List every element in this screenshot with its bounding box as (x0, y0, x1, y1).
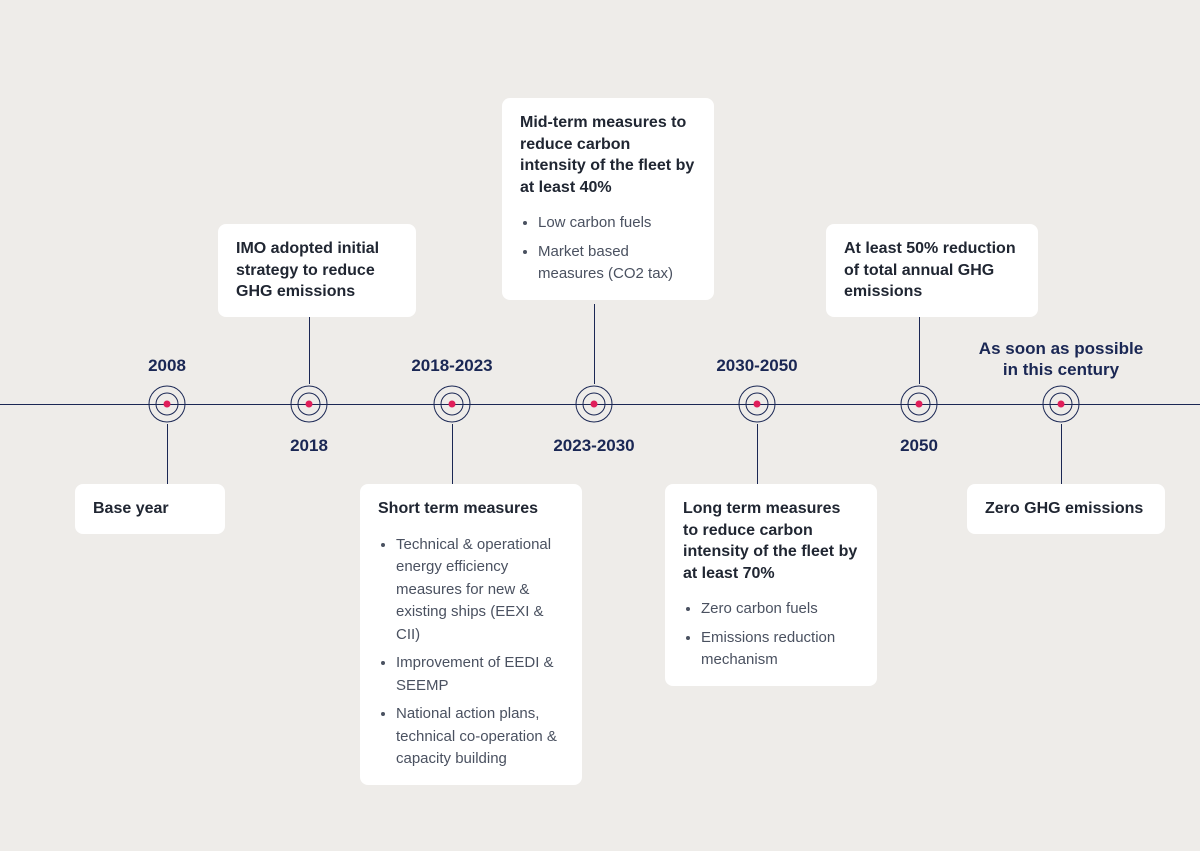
timeline-marker (432, 384, 472, 424)
year-label: 2030-2050 (716, 356, 797, 376)
card-title: Zero GHG emissions (985, 498, 1147, 520)
card-title: Mid-term measures to reduce carbon inten… (520, 112, 696, 198)
card-long-term: Long term measures to reduce carbon inte… (665, 484, 877, 686)
connector-line (452, 424, 453, 484)
year-label: 2018 (290, 436, 328, 456)
year-label: 2008 (148, 356, 186, 376)
list-item: Emissions reduction mechanism (701, 627, 859, 672)
timeline-marker (899, 384, 939, 424)
timeline-marker (1041, 384, 1081, 424)
year-label: As soon as possible in this century (979, 338, 1143, 381)
year-label-line: As soon as possible (979, 338, 1143, 359)
year-label-line: in this century (979, 359, 1143, 380)
year-label: 2050 (900, 436, 938, 456)
list-item: Low carbon fuels (538, 212, 696, 235)
list-item: Improvement of EEDI & SEEMP (396, 652, 564, 697)
list-item: Zero carbon fuels (701, 598, 859, 621)
card-title: Base year (93, 498, 207, 520)
card-zero-emissions: Zero GHG emissions (967, 484, 1165, 534)
timeline-marker (289, 384, 329, 424)
card-list: Zero carbon fuels Emissions reduction me… (683, 598, 859, 672)
connector-line (594, 304, 595, 384)
card-title: Short term measures (378, 498, 564, 520)
card-base-year: Base year (75, 484, 225, 534)
card-list: Technical & operational energy efficienc… (378, 534, 564, 771)
card-imo: IMO adopted initial strategy to reduce G… (218, 224, 416, 317)
card-title: At least 50% reduction of total annual G… (844, 238, 1020, 303)
card-short-term: Short term measures Technical & operatio… (360, 484, 582, 785)
list-item: Market based measures (CO2 tax) (538, 241, 696, 286)
card-list: Low carbon fuels Market based measures (… (520, 212, 696, 286)
list-item: Technical & operational energy efficienc… (396, 534, 564, 647)
timeline-marker (574, 384, 614, 424)
connector-line (1061, 424, 1062, 484)
card-title: Long term measures to reduce carbon inte… (683, 498, 859, 584)
list-item: National action plans, technical co-oper… (396, 703, 564, 771)
year-label: 2018-2023 (411, 356, 492, 376)
timeline-marker (147, 384, 187, 424)
connector-line (167, 424, 168, 484)
card-fifty-percent: At least 50% reduction of total annual G… (826, 224, 1038, 317)
card-title: IMO adopted initial strategy to reduce G… (236, 238, 398, 303)
timeline-marker (737, 384, 777, 424)
card-mid-term: Mid-term measures to reduce carbon inten… (502, 98, 714, 300)
year-label: 2023-2030 (553, 436, 634, 456)
connector-line (757, 424, 758, 484)
